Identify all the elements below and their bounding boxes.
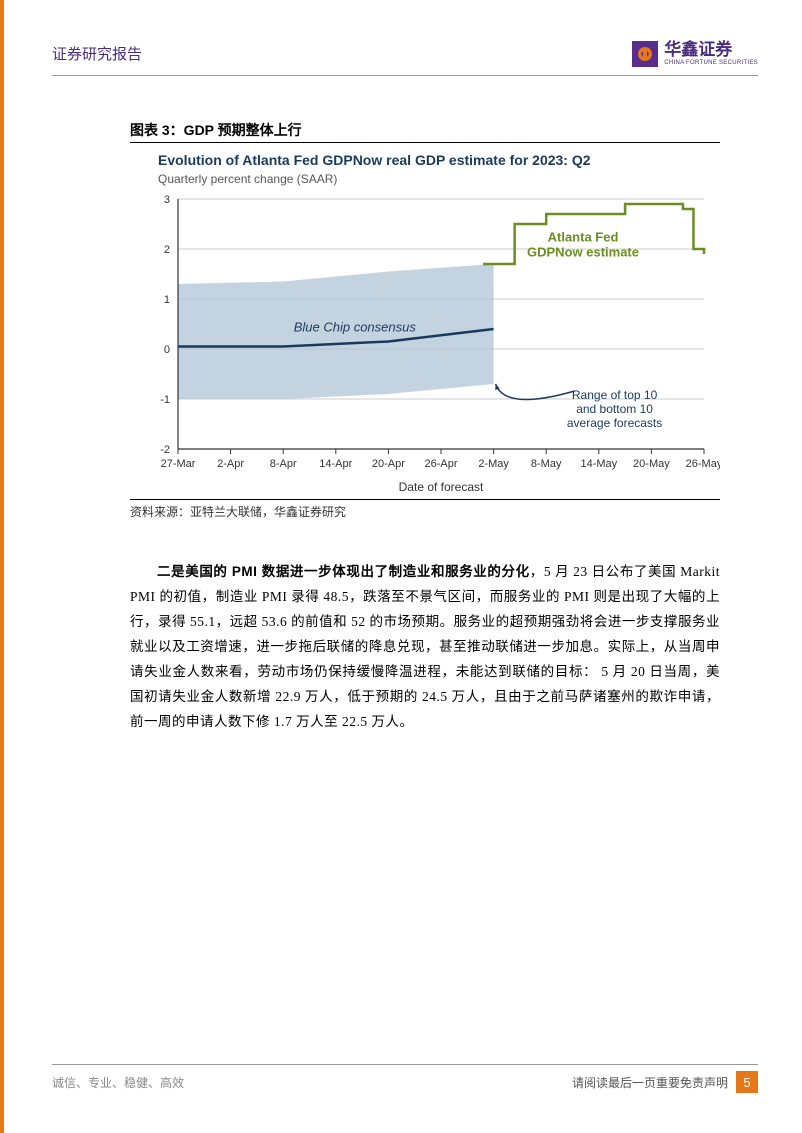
svg-text:average forecasts: average forecasts [567, 416, 662, 430]
svg-text:2-Apr: 2-Apr [217, 458, 244, 470]
figure-caption: 图表 3：GDP 预期整体上行 [130, 120, 720, 143]
page-footer: 诚信、专业、稳健、高效 请阅读最后一页重要免责声明 5 [52, 1064, 758, 1093]
disclaimer-text: 请阅读最后一页重要免责声明 [572, 1074, 728, 1091]
page-header: 证券研究报告 华鑫证券 CHINA FORTUNE SECURITIES [52, 32, 758, 76]
page-number: 5 [736, 1071, 758, 1093]
paragraph-rest: ，5 月 23 日公布了美国 Markit PMI 的初值，制造业 PMI 录得… [130, 564, 720, 729]
svg-text:GDPNow estimate: GDPNow estimate [527, 245, 639, 260]
svg-text:26-May: 26-May [686, 458, 720, 470]
svg-text:26-Apr: 26-Apr [424, 458, 457, 470]
svg-text:-2: -2 [160, 444, 170, 456]
svg-text:1: 1 [164, 294, 170, 306]
brand-name-cn: 华鑫证券 [664, 41, 758, 58]
svg-text:27-Mar: 27-Mar [161, 458, 196, 470]
paragraph-lead: 二是美国的 PMI 数据进一步体现出了制造业和服务业的分化 [157, 564, 530, 579]
footer-rule [52, 1064, 758, 1065]
svg-text:Range of top 10: Range of top 10 [572, 388, 658, 402]
figure-source: 资料来源：亚特兰大联储，华鑫证券研究 [130, 499, 720, 520]
body-paragraph: 二是美国的 PMI 数据进一步体现出了制造业和服务业的分化，5 月 23 日公布… [130, 560, 720, 735]
left-accent-stripe [0, 0, 4, 1133]
footer-motto: 诚信、专业、稳健、高效 [52, 1074, 184, 1091]
svg-text:14-Apr: 14-Apr [319, 458, 352, 470]
brand-logo: 华鑫证券 CHINA FORTUNE SECURITIES [632, 41, 758, 67]
svg-text:0: 0 [164, 344, 170, 356]
svg-text:2-May: 2-May [478, 458, 509, 470]
brand-logo-text: 华鑫证券 CHINA FORTUNE SECURITIES [664, 41, 758, 66]
svg-text:2: 2 [164, 244, 170, 256]
svg-text:Evolution of Atlanta Fed GDPNo: Evolution of Atlanta Fed GDPNow real GDP… [158, 152, 591, 168]
chart-svg: Evolution of Atlanta Fed GDPNow real GDP… [130, 147, 720, 497]
report-type-label: 证券研究报告 [52, 43, 142, 64]
svg-text:3: 3 [164, 194, 170, 206]
figure-3: 图表 3：GDP 预期整体上行 Evolution of Atlanta Fed… [130, 120, 720, 520]
svg-text:8-May: 8-May [531, 458, 562, 470]
svg-text:20-Apr: 20-Apr [372, 458, 405, 470]
svg-text:Date of forecast: Date of forecast [399, 480, 484, 494]
footer-disclaimer: 请阅读最后一页重要免责声明 5 [572, 1071, 758, 1093]
brand-logo-mark [632, 41, 658, 67]
svg-text:-1: -1 [160, 394, 170, 406]
svg-text:Blue Chip consensus: Blue Chip consensus [294, 320, 417, 335]
svg-text:Atlanta Fed: Atlanta Fed [548, 230, 619, 245]
svg-text:8-Apr: 8-Apr [270, 458, 297, 470]
svg-text:14-May: 14-May [580, 458, 617, 470]
svg-text:20-May: 20-May [633, 458, 670, 470]
svg-text:and bottom 10: and bottom 10 [576, 402, 653, 416]
brand-name-en: CHINA FORTUNE SECURITIES [664, 60, 758, 66]
gdp-chart: Evolution of Atlanta Fed GDPNow real GDP… [130, 147, 720, 497]
svg-text:Quarterly percent change (SAAR: Quarterly percent change (SAAR) [158, 172, 337, 186]
